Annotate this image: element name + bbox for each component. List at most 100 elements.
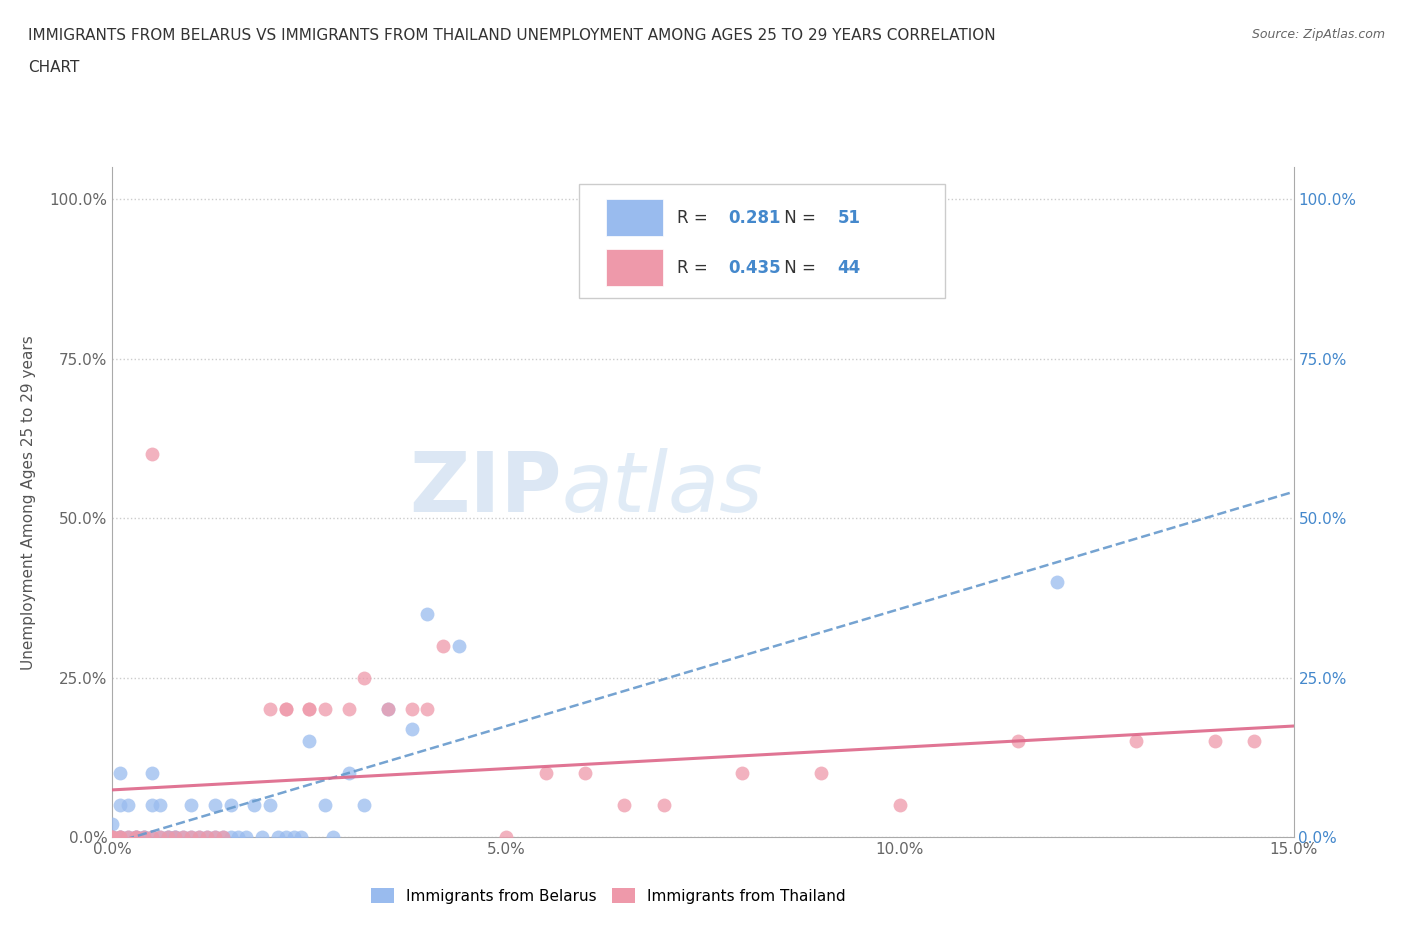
Point <box>165 830 187 844</box>
Point <box>117 830 139 844</box>
Point <box>337 765 360 780</box>
Text: 51: 51 <box>838 208 860 227</box>
Point <box>298 734 321 749</box>
Point <box>1007 734 1029 749</box>
Text: 44: 44 <box>838 259 860 277</box>
Point <box>101 817 124 831</box>
Text: 0.435: 0.435 <box>728 259 780 277</box>
Point <box>188 830 211 844</box>
Point <box>377 702 399 717</box>
Point <box>165 830 187 844</box>
Point <box>1204 734 1226 749</box>
Point <box>195 830 218 844</box>
Point <box>810 765 832 780</box>
Point <box>195 830 218 844</box>
Point <box>141 447 163 462</box>
Text: CHART: CHART <box>28 60 80 75</box>
Point <box>574 765 596 780</box>
Point <box>204 798 226 813</box>
Point <box>149 830 172 844</box>
Point <box>172 830 194 844</box>
Point <box>228 830 250 844</box>
Point <box>259 798 281 813</box>
Point <box>117 830 139 844</box>
Point <box>125 830 148 844</box>
Point <box>1125 734 1147 749</box>
Point <box>211 830 233 844</box>
Point <box>274 830 297 844</box>
Point <box>101 830 124 844</box>
Point <box>117 798 139 813</box>
Point <box>401 702 423 717</box>
Text: Source: ZipAtlas.com: Source: ZipAtlas.com <box>1251 28 1385 41</box>
Point <box>274 702 297 717</box>
Point <box>259 702 281 717</box>
Point <box>290 830 312 844</box>
Point <box>495 830 517 844</box>
Point <box>141 765 163 780</box>
Y-axis label: Unemployment Among Ages 25 to 29 years: Unemployment Among Ages 25 to 29 years <box>21 335 35 670</box>
Text: IMMIGRANTS FROM BELARUS VS IMMIGRANTS FROM THAILAND UNEMPLOYMENT AMONG AGES 25 T: IMMIGRANTS FROM BELARUS VS IMMIGRANTS FR… <box>28 28 995 43</box>
Text: N =: N = <box>779 259 821 277</box>
Point <box>314 798 336 813</box>
Point <box>110 830 132 844</box>
Text: ZIP: ZIP <box>409 448 561 529</box>
Point <box>101 830 124 844</box>
Point <box>1243 734 1265 749</box>
Point <box>314 702 336 717</box>
Point <box>132 830 155 844</box>
Text: R =: R = <box>678 259 713 277</box>
Point <box>125 830 148 844</box>
Point <box>188 830 211 844</box>
Point <box>125 830 148 844</box>
Point <box>180 798 202 813</box>
Point <box>132 830 155 844</box>
Point <box>180 830 202 844</box>
Point <box>204 830 226 844</box>
Text: N =: N = <box>779 208 821 227</box>
Point <box>110 830 132 844</box>
Point <box>235 830 257 844</box>
Point <box>219 830 242 844</box>
Point <box>652 798 675 813</box>
Bar <box>606 249 662 286</box>
Point <box>141 830 163 844</box>
Point <box>401 721 423 736</box>
Point <box>156 830 179 844</box>
Point <box>731 765 754 780</box>
Point <box>125 830 148 844</box>
Text: atlas: atlas <box>561 448 763 529</box>
Point <box>534 765 557 780</box>
Point <box>432 638 454 653</box>
Point <box>101 830 124 844</box>
Point <box>211 830 233 844</box>
Point <box>180 830 202 844</box>
Point <box>250 830 273 844</box>
Point <box>110 798 132 813</box>
Point <box>337 702 360 717</box>
Text: R =: R = <box>678 208 713 227</box>
Point <box>298 702 321 717</box>
Point <box>101 830 124 844</box>
Point <box>267 830 290 844</box>
Point <box>283 830 305 844</box>
Point <box>416 606 439 621</box>
FancyBboxPatch shape <box>579 184 945 298</box>
Point <box>149 830 172 844</box>
Point <box>110 765 132 780</box>
Point <box>204 830 226 844</box>
Point <box>141 830 163 844</box>
Point <box>165 830 187 844</box>
Point <box>110 830 132 844</box>
Point <box>149 798 172 813</box>
Point <box>377 702 399 717</box>
Point <box>132 830 155 844</box>
Point <box>156 830 179 844</box>
Point <box>110 830 132 844</box>
Point <box>219 798 242 813</box>
Point <box>101 830 124 844</box>
Text: 0.281: 0.281 <box>728 208 780 227</box>
Point <box>447 638 470 653</box>
Point <box>274 702 297 717</box>
Point <box>1046 575 1069 590</box>
